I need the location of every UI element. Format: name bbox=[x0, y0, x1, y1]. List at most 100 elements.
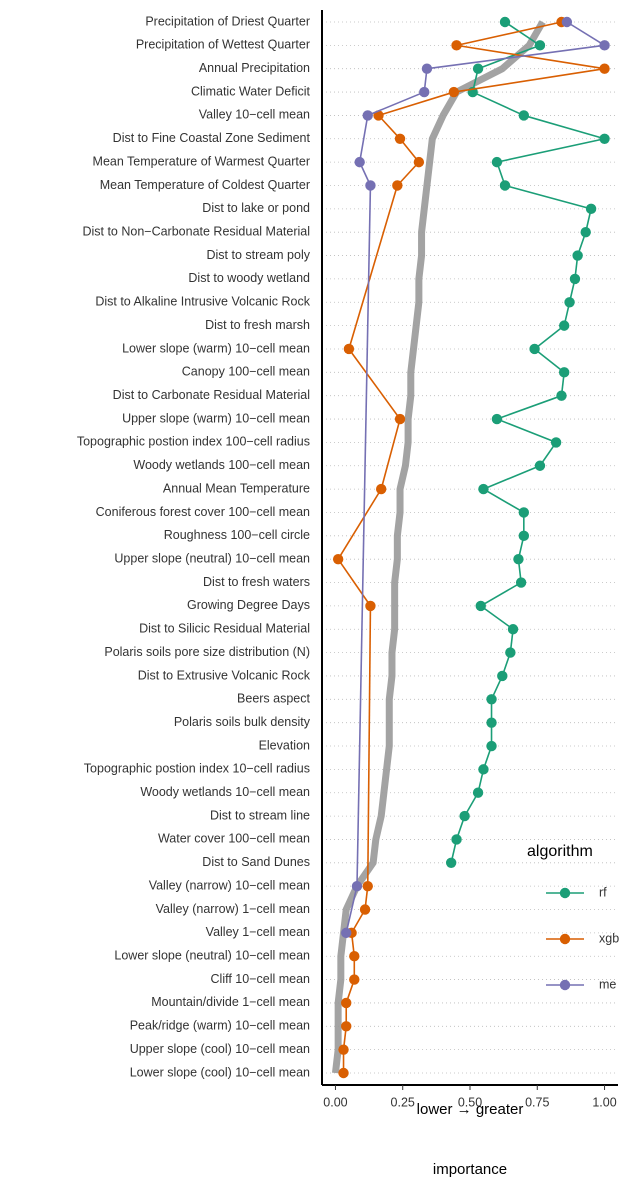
point bbox=[499, 180, 511, 191]
y-tick-label: Topographic postion index 10−cell radius bbox=[84, 762, 310, 776]
series-segment bbox=[496, 394, 562, 420]
y-tick-label: Dist to stream poly bbox=[206, 248, 310, 262]
y-tick-label: Precipitation of Wettest Quarter bbox=[136, 38, 310, 52]
series-segment bbox=[523, 114, 605, 140]
series-segment bbox=[566, 21, 605, 47]
x-axis-sublabel: importance bbox=[433, 1161, 507, 1178]
point bbox=[351, 880, 363, 892]
series-segment bbox=[348, 348, 401, 420]
point bbox=[478, 483, 489, 495]
point bbox=[558, 320, 570, 331]
y-tick-label: Water cover 100−cell mean bbox=[158, 832, 310, 846]
point bbox=[365, 600, 376, 612]
point bbox=[343, 343, 355, 355]
point bbox=[513, 553, 524, 565]
legend-label: me bbox=[599, 977, 616, 991]
point bbox=[518, 507, 530, 518]
series-segment bbox=[496, 137, 605, 163]
y-tick-label: Valley (narrow) 1−cell mean bbox=[156, 902, 310, 916]
point bbox=[413, 156, 425, 168]
point bbox=[499, 16, 511, 28]
series-segment bbox=[378, 91, 455, 117]
point bbox=[515, 577, 527, 588]
x-axis-label: lower → greater bbox=[417, 1101, 524, 1118]
y-tick-label: Mountain/divide 1−cell mean bbox=[151, 995, 310, 1009]
series-segment bbox=[345, 885, 358, 934]
point bbox=[349, 974, 360, 985]
series-segment bbox=[380, 418, 401, 490]
y-tick-label: Dist to Non−Carbonate Residual Material bbox=[82, 224, 310, 238]
point bbox=[580, 227, 591, 238]
point bbox=[338, 1044, 349, 1055]
y-tick-label: Dist to Alkaline Intrusive Volcanic Rock bbox=[95, 295, 310, 309]
series-segment bbox=[426, 44, 605, 70]
point bbox=[507, 624, 519, 635]
point bbox=[354, 156, 365, 168]
point bbox=[359, 904, 371, 915]
point bbox=[497, 670, 508, 682]
point bbox=[599, 40, 610, 51]
y-tick-label: Mean Temperature of Coldest Quarter bbox=[100, 178, 310, 192]
y-tick-label: Valley 1−cell mean bbox=[206, 925, 310, 939]
point bbox=[392, 180, 403, 191]
point bbox=[349, 951, 360, 962]
point bbox=[394, 133, 406, 144]
point bbox=[556, 390, 567, 401]
y-tick-label: Precipitation of Driest Quarter bbox=[145, 14, 310, 28]
point bbox=[569, 273, 581, 285]
point bbox=[572, 250, 583, 261]
series-segment bbox=[504, 21, 541, 47]
y-tick-label: Dist to Fine Coastal Zone Sediment bbox=[113, 131, 311, 145]
point bbox=[394, 413, 406, 425]
y-tick-label: Dist to Silicic Residual Material bbox=[139, 622, 310, 636]
y-tick-label: Annual Precipitation bbox=[199, 61, 310, 75]
point bbox=[518, 110, 530, 121]
y-tick-label: Annual Mean Temperature bbox=[163, 481, 310, 495]
series-segment bbox=[366, 605, 372, 887]
point bbox=[341, 997, 352, 1009]
x-tick-label: 0.25 bbox=[391, 1095, 415, 1109]
y-tick-label: Canopy 100−cell mean bbox=[182, 365, 310, 379]
y-tick-label: Dist to Extrusive Volcanic Rock bbox=[138, 668, 311, 682]
y-tick-label: Polaris soils pore size distribution (N) bbox=[104, 645, 310, 659]
point bbox=[459, 810, 470, 822]
point bbox=[472, 63, 484, 74]
series-segment bbox=[377, 114, 401, 140]
series-segment bbox=[337, 488, 382, 560]
point bbox=[486, 694, 497, 705]
series-segment bbox=[356, 185, 372, 887]
series-segment bbox=[472, 91, 525, 117]
point bbox=[419, 86, 430, 98]
overall-line bbox=[331, 20, 546, 1074]
y-tick-label: Dist to Carbonate Residual Material bbox=[113, 388, 310, 402]
point bbox=[599, 133, 610, 144]
legend-dot bbox=[559, 979, 571, 991]
series-segment bbox=[534, 348, 565, 373]
x-tick-label: 0.75 bbox=[525, 1095, 549, 1109]
series-segment bbox=[496, 418, 557, 444]
legend-label: xgb bbox=[599, 931, 619, 945]
legend-dot bbox=[559, 933, 571, 945]
y-tick-label: Dist to fresh marsh bbox=[205, 318, 310, 332]
y-tick-label: Lower slope (cool) 10−cell mean bbox=[130, 1065, 310, 1079]
point bbox=[558, 367, 570, 378]
point bbox=[445, 857, 457, 868]
point bbox=[564, 297, 575, 308]
y-tick-label: Lower slope (neutral) 10−cell mean bbox=[114, 949, 310, 963]
series-segment bbox=[348, 185, 399, 350]
y-tick-label: Polaris soils bulk density bbox=[174, 715, 311, 729]
point bbox=[362, 110, 373, 121]
point bbox=[365, 180, 376, 191]
point bbox=[529, 343, 540, 355]
x-tick-label: 1.00 bbox=[592, 1095, 616, 1109]
series-segment bbox=[504, 184, 592, 210]
point bbox=[376, 483, 387, 495]
y-tick-label: Coniferous forest cover 100−cell mean bbox=[96, 505, 310, 519]
y-tick-label: Dist to Sand Dunes bbox=[202, 855, 310, 869]
y-tick-label: Dist to lake or pond bbox=[202, 201, 310, 215]
series-segment bbox=[534, 324, 565, 350]
point bbox=[486, 717, 497, 728]
series-segment bbox=[477, 44, 541, 70]
